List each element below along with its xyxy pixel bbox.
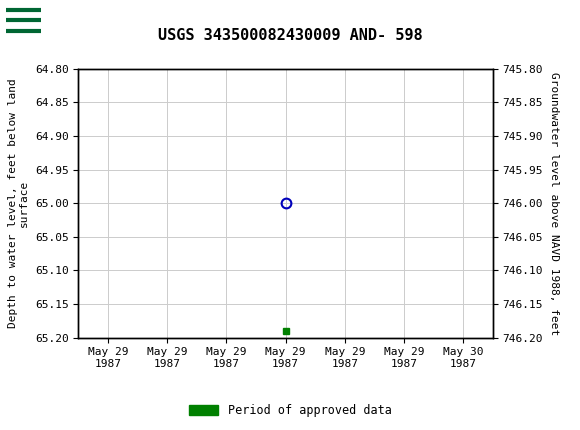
Text: USGS: USGS xyxy=(49,12,104,29)
Legend: Period of approved data: Period of approved data xyxy=(184,399,396,422)
FancyBboxPatch shape xyxy=(3,3,96,37)
Y-axis label: Groundwater level above NAVD 1988, feet: Groundwater level above NAVD 1988, feet xyxy=(549,71,559,335)
Y-axis label: Depth to water level, feet below land
surface: Depth to water level, feet below land su… xyxy=(8,78,29,328)
Text: USGS 343500082430009 AND- 598: USGS 343500082430009 AND- 598 xyxy=(158,28,422,43)
